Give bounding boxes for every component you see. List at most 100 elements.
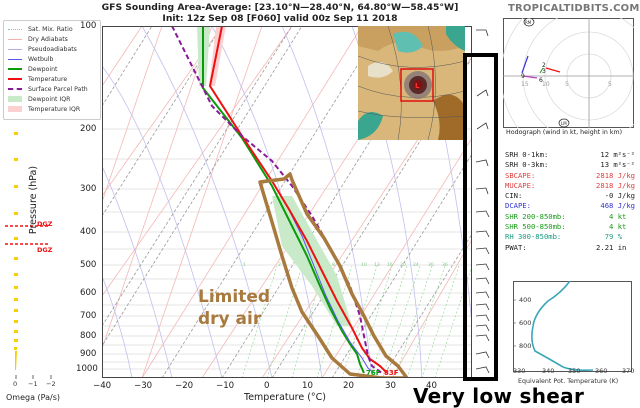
stat-srh-0-3km: SRH 0-3km: 13 m²s⁻² (505, 160, 635, 170)
legend-item-dewpoint-iqr: Dewpoint IQR (8, 95, 70, 103)
x-tick-minus40: −40 (93, 381, 112, 391)
wind-barbs (475, 29, 490, 374)
line-icon (8, 58, 22, 60)
skewt-plot: 1 2 8 10 13 16 20 24 30 36 (102, 26, 472, 378)
legend-item-wetbulb: Wetbulb (8, 55, 53, 63)
very-low-shear-box (463, 53, 498, 381)
y-axis-title: Pressure (hPa) (28, 165, 39, 235)
hodograph: 15 10 5 5 2 3 6 9 RM LM (503, 18, 634, 128)
svg-text:LM: LM (561, 121, 567, 126)
x-tick-0: 0 (264, 381, 270, 391)
svg-text:6: 6 (539, 77, 543, 84)
omega-tick-0: 0 (13, 380, 18, 388)
theta-e-ytick-800: 800 (519, 342, 532, 350)
svg-text:5: 5 (608, 81, 612, 88)
theta-e-xlabel: Equivalent Pot. Temperature (K) (518, 378, 619, 385)
theta-e-xtick-370: 370 (622, 367, 635, 375)
svg-text:10: 10 (542, 81, 550, 88)
very-low-shear-annotation: Very low shear (413, 384, 585, 408)
theta-e-plot (513, 281, 632, 372)
dgz-label-bottom: DGZ (37, 246, 53, 254)
chart-title: GFS Sounding Area-Average: [23.10°N—28.4… (100, 2, 460, 24)
y-tick-600: 600 (80, 288, 97, 298)
stat-pwat: PWAT: 2.21 in (505, 242, 627, 252)
surface-temp-label: 83F (384, 369, 399, 377)
title-line-2: Init: 12z Sep 08 [F060] valid 00z Sep 11… (162, 13, 398, 24)
stat-srh-0-1km: SRH 0-1km: 12 m²s⁻² (505, 150, 635, 159)
stat-dcape: DCAPE: 468 J/kg (505, 201, 635, 211)
svg-text:5: 5 (565, 81, 569, 88)
line-icon (8, 78, 22, 80)
svg-text:2: 2 (542, 62, 546, 69)
stat-rh-300-850: RH 300-850mb: 79 % (505, 232, 623, 242)
line-icon (8, 38, 22, 40)
y-tick-300: 300 (80, 184, 97, 194)
surface-dewpoint-label: 76F (366, 369, 381, 377)
svg-text:9: 9 (521, 73, 525, 80)
theta-e-ytick-400: 400 (519, 296, 532, 304)
y-tick-100: 100 (80, 21, 97, 31)
line-icon (8, 68, 22, 70)
svg-text:8: 8 (332, 262, 335, 268)
theta-e-xtick-340: 340 (542, 367, 555, 375)
dgz-label-top: DGZ (37, 220, 53, 228)
stats-panel: SRH 0-1km: 12 m²s⁻² SRH 0-3km: 13 m²s⁻² SB… (505, 150, 635, 253)
x-tick-30: 30 (385, 381, 396, 391)
svg-text:13: 13 (374, 262, 380, 268)
svg-text:RM: RM (525, 20, 532, 25)
y-tick-400: 400 (80, 227, 97, 237)
legend-item-temperature-iqr: Temperature IQR (8, 105, 80, 113)
svg-text:1: 1 (243, 262, 246, 268)
limited-dry-air-annotation: Limited dry air (198, 287, 271, 329)
y-tick-900: 900 (80, 349, 97, 359)
svg-text:24: 24 (413, 262, 419, 268)
dashed-line-icon (8, 88, 22, 90)
x-tick-minus30: −30 (134, 381, 153, 391)
theta-e-xtick-350: 350 (568, 367, 581, 375)
legend-item-sat-mix-ratio: Sat. Mix. Ratio (8, 25, 73, 33)
svg-text:36: 36 (442, 262, 448, 268)
y-tick-200: 200 (80, 124, 97, 134)
stat-sbcape: SBCAPE: 2818 J/kg (505, 170, 635, 180)
map-inset: L (358, 26, 465, 140)
theta-e-xtick-360: 360 (595, 367, 608, 375)
hodograph-caption: Hodograph (wind in kt, height in km) (506, 129, 623, 136)
stat-shr-200-850: SHR 200-850mb: 4 kt (505, 211, 627, 221)
brand-watermark: TROPICALTIDBITS.COM (508, 3, 640, 14)
omega-tick-2: −2 (46, 380, 56, 388)
stat-mucape: MUCAPE: 2818 J/kg (505, 180, 635, 190)
x-axis-title: Temperature (°C) (244, 392, 326, 403)
patch-icon (8, 106, 22, 112)
x-tick-40: 40 (426, 381, 437, 391)
legend-item-dry-adiabats: Dry Adiabats (8, 35, 68, 43)
svg-text:30: 30 (428, 262, 434, 268)
omega-tick-1: −1 (28, 380, 38, 388)
y-tick-800: 800 (80, 331, 97, 341)
svg-text:20: 20 (400, 262, 406, 268)
legend: Sat. Mix. Ratio Dry Adiabats Pseudoadiab… (3, 20, 101, 120)
line-icon (8, 48, 22, 50)
x-tick-20: 20 (343, 381, 354, 391)
legend-item-surface-parcel-path: Surface Parcel Path (8, 85, 88, 93)
y-tick-1000: 1000 (76, 364, 98, 374)
legend-item-pseudoadiabats: Pseudoadiabats (8, 45, 77, 53)
svg-text:15: 15 (521, 81, 529, 88)
theta-e-ytick-600: 600 (519, 319, 532, 327)
title-line-1: GFS Sounding Area-Average: [23.10°N—28.4… (101, 2, 459, 13)
x-tick-minus10: −10 (216, 381, 235, 391)
stat-shr-500-850: SHR 500-850mb: 4 kt (505, 222, 627, 232)
svg-text:2: 2 (278, 262, 281, 268)
x-tick-10: 10 (302, 381, 313, 391)
svg-text:3: 3 (542, 68, 546, 75)
y-tick-500: 500 (80, 260, 97, 270)
y-tick-700: 700 (80, 311, 97, 321)
patch-icon (8, 96, 22, 102)
svg-text:L: L (415, 82, 420, 90)
theta-e-xtick-330: 330 (513, 367, 526, 375)
omega-ticks (15, 375, 52, 379)
x-tick-minus20: −20 (175, 381, 194, 391)
svg-text:10: 10 (361, 262, 367, 268)
omega-axis-label: Omega (Pa/s) (6, 393, 61, 402)
omega-bars (5, 132, 50, 370)
legend-item-dewpoint: Dewpoint (8, 65, 57, 73)
